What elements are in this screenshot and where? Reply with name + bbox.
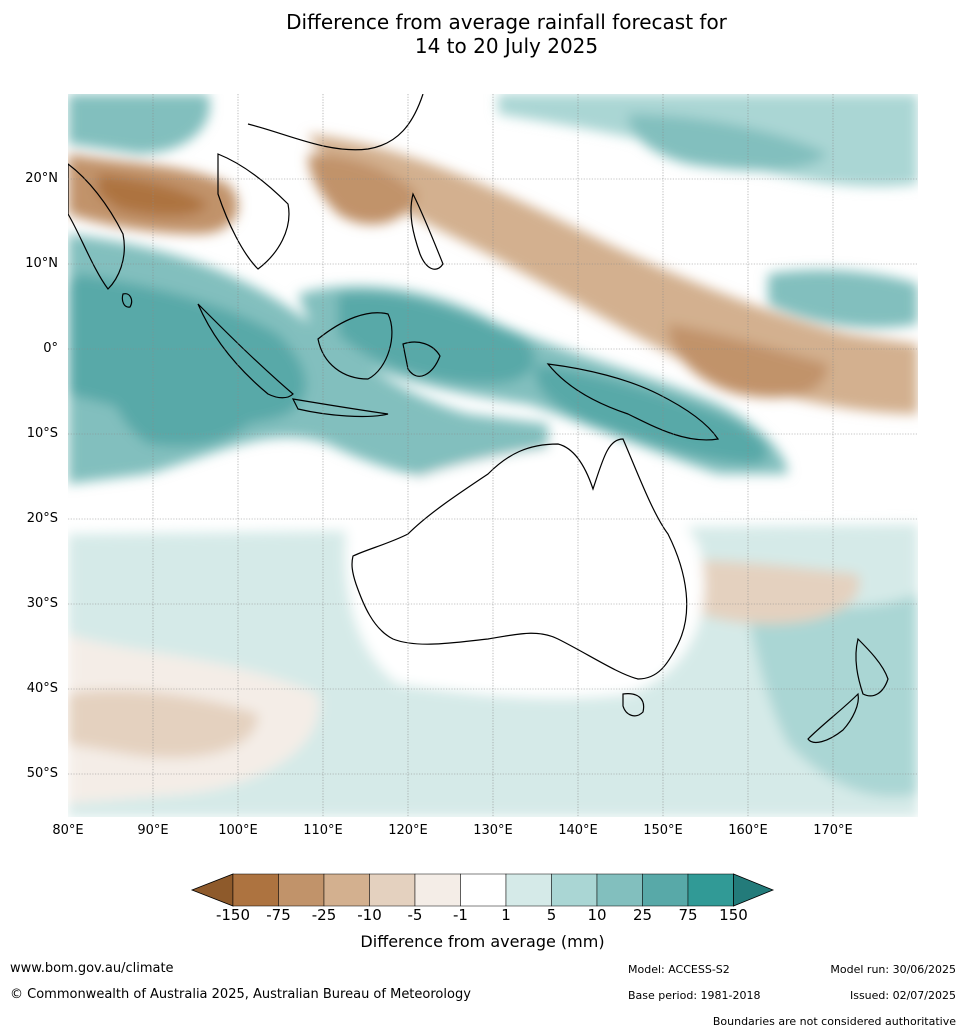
philippines-coastline	[410, 192, 444, 270]
colorbar-label: Difference from average (mm)	[360, 932, 605, 951]
lon-label-140e: 140°E	[558, 823, 598, 838]
rainfall-anomaly-map	[68, 94, 918, 817]
lat-label-0: 0°	[43, 341, 58, 356]
colorbar-tick-1: -75	[266, 906, 291, 924]
lon-label-170e: 170°E	[813, 823, 853, 838]
colorbar-seg-3	[323, 873, 370, 907]
lon-label-120e: 120°E	[388, 823, 428, 838]
pacific-dry-band	[308, 134, 918, 414]
base-period: Base period: 1981-2018	[628, 989, 761, 1002]
sri-lanka-coastline	[121, 293, 133, 308]
boundaries-disclaimer: Boundaries are not considered authoritat…	[712, 1015, 956, 1028]
north-pacific-wet-core	[628, 114, 828, 171]
indochina-coastline	[217, 153, 290, 270]
colorbar-tick-11: 150	[719, 906, 748, 924]
colorbar-tick-7: 5	[546, 906, 557, 924]
colorbar-tick-5: -1	[453, 906, 468, 924]
graticule	[68, 94, 918, 817]
colorbar-tick-10: 75	[678, 906, 698, 924]
coastlines	[68, 94, 889, 743]
lon-label-150e: 150°E	[643, 823, 683, 838]
model-name: Model: ACCESS-S2	[628, 963, 730, 976]
colorbar-tick-2: -25	[311, 906, 337, 924]
colorbar-tick-4: -5	[407, 906, 423, 924]
east-wet-patch	[768, 269, 918, 328]
colorbar-seg-11	[687, 873, 734, 907]
new-zealand-south-coastline	[807, 692, 859, 743]
colorbar-seg-7	[505, 873, 552, 907]
new-zealand-north-coastline	[855, 637, 889, 697]
colorbar-seg-6	[460, 873, 507, 907]
java-coastline	[291, 398, 389, 418]
title-line-2: 14 to 20 July 2025	[414, 34, 599, 58]
title-line-1: Difference from average rainfall forecas…	[286, 10, 727, 34]
lon-label-130e: 130°E	[473, 823, 513, 838]
southern-ocean-dry-2	[68, 690, 258, 758]
website-link[interactable]: www.bom.gov.au/climate	[10, 961, 174, 976]
china-coastline	[247, 94, 424, 151]
lon-label-110e: 110°E	[303, 823, 343, 838]
borneo-coastline	[317, 312, 393, 380]
lat-label-20n: 20°N	[25, 171, 58, 186]
colorbar-tick-6: 1	[501, 906, 511, 924]
lat-label-40s: 40°S	[26, 681, 58, 696]
sumatra-coastline	[197, 303, 294, 399]
lon-label-90e: 90°E	[137, 823, 169, 838]
colorbar-tick-0: -150	[215, 906, 251, 924]
australia-coastline	[351, 438, 688, 680]
lat-label-10s: 10°S	[26, 426, 58, 441]
colorbar-tick-8: 10	[587, 906, 607, 924]
sulawesi-coastline	[402, 341, 441, 377]
colorbar-tick-3: -10	[357, 906, 382, 924]
new-guinea-wet	[535, 364, 768, 464]
copyright-notice: © Commonwealth of Australia 2025, Austra…	[10, 987, 471, 1002]
south-china-sea-dry	[308, 154, 418, 225]
australia-neutral	[345, 444, 705, 699]
colorbar	[190, 873, 775, 907]
colorbar-seg-10	[642, 873, 689, 907]
lon-label-80e: 80°E	[52, 823, 84, 838]
tasmania-coastline	[622, 693, 645, 717]
india-coastline	[68, 163, 125, 290]
colorbar-seg-5	[414, 873, 461, 907]
lon-label-100e: 100°E	[218, 823, 258, 838]
colorbar-tick-9: 25	[632, 906, 653, 924]
lat-label-20s: 20°S	[26, 511, 58, 526]
colorbar-seg-12	[733, 873, 775, 907]
lon-label-160e: 160°E	[728, 823, 768, 838]
lat-label-30s: 30°S	[26, 596, 58, 611]
colorbar-seg-9	[596, 873, 643, 907]
issued-date: Issued: 02/07/2025	[849, 989, 956, 1002]
map-title: Difference from average rainfall forecas…	[0, 10, 965, 58]
tasman-wet	[748, 594, 918, 797]
lat-label-10n: 10°N	[25, 256, 58, 271]
pacific-dry-core	[668, 324, 828, 398]
model-run-date: Model run: 30/06/2025	[830, 963, 956, 976]
sumatra-wet	[108, 361, 268, 447]
colorbar-seg-4	[369, 873, 416, 907]
colorbar-seg-2	[278, 873, 325, 907]
lat-label-50s: 50°S	[26, 766, 58, 781]
borneo-celebes-wet	[338, 292, 535, 384]
northwest-wet	[68, 94, 210, 154]
new-guinea-coastline	[546, 363, 720, 441]
colorbar-seg-0	[190, 873, 234, 907]
colorbar-seg-1	[232, 873, 279, 907]
colorbar-seg-8	[551, 873, 598, 907]
